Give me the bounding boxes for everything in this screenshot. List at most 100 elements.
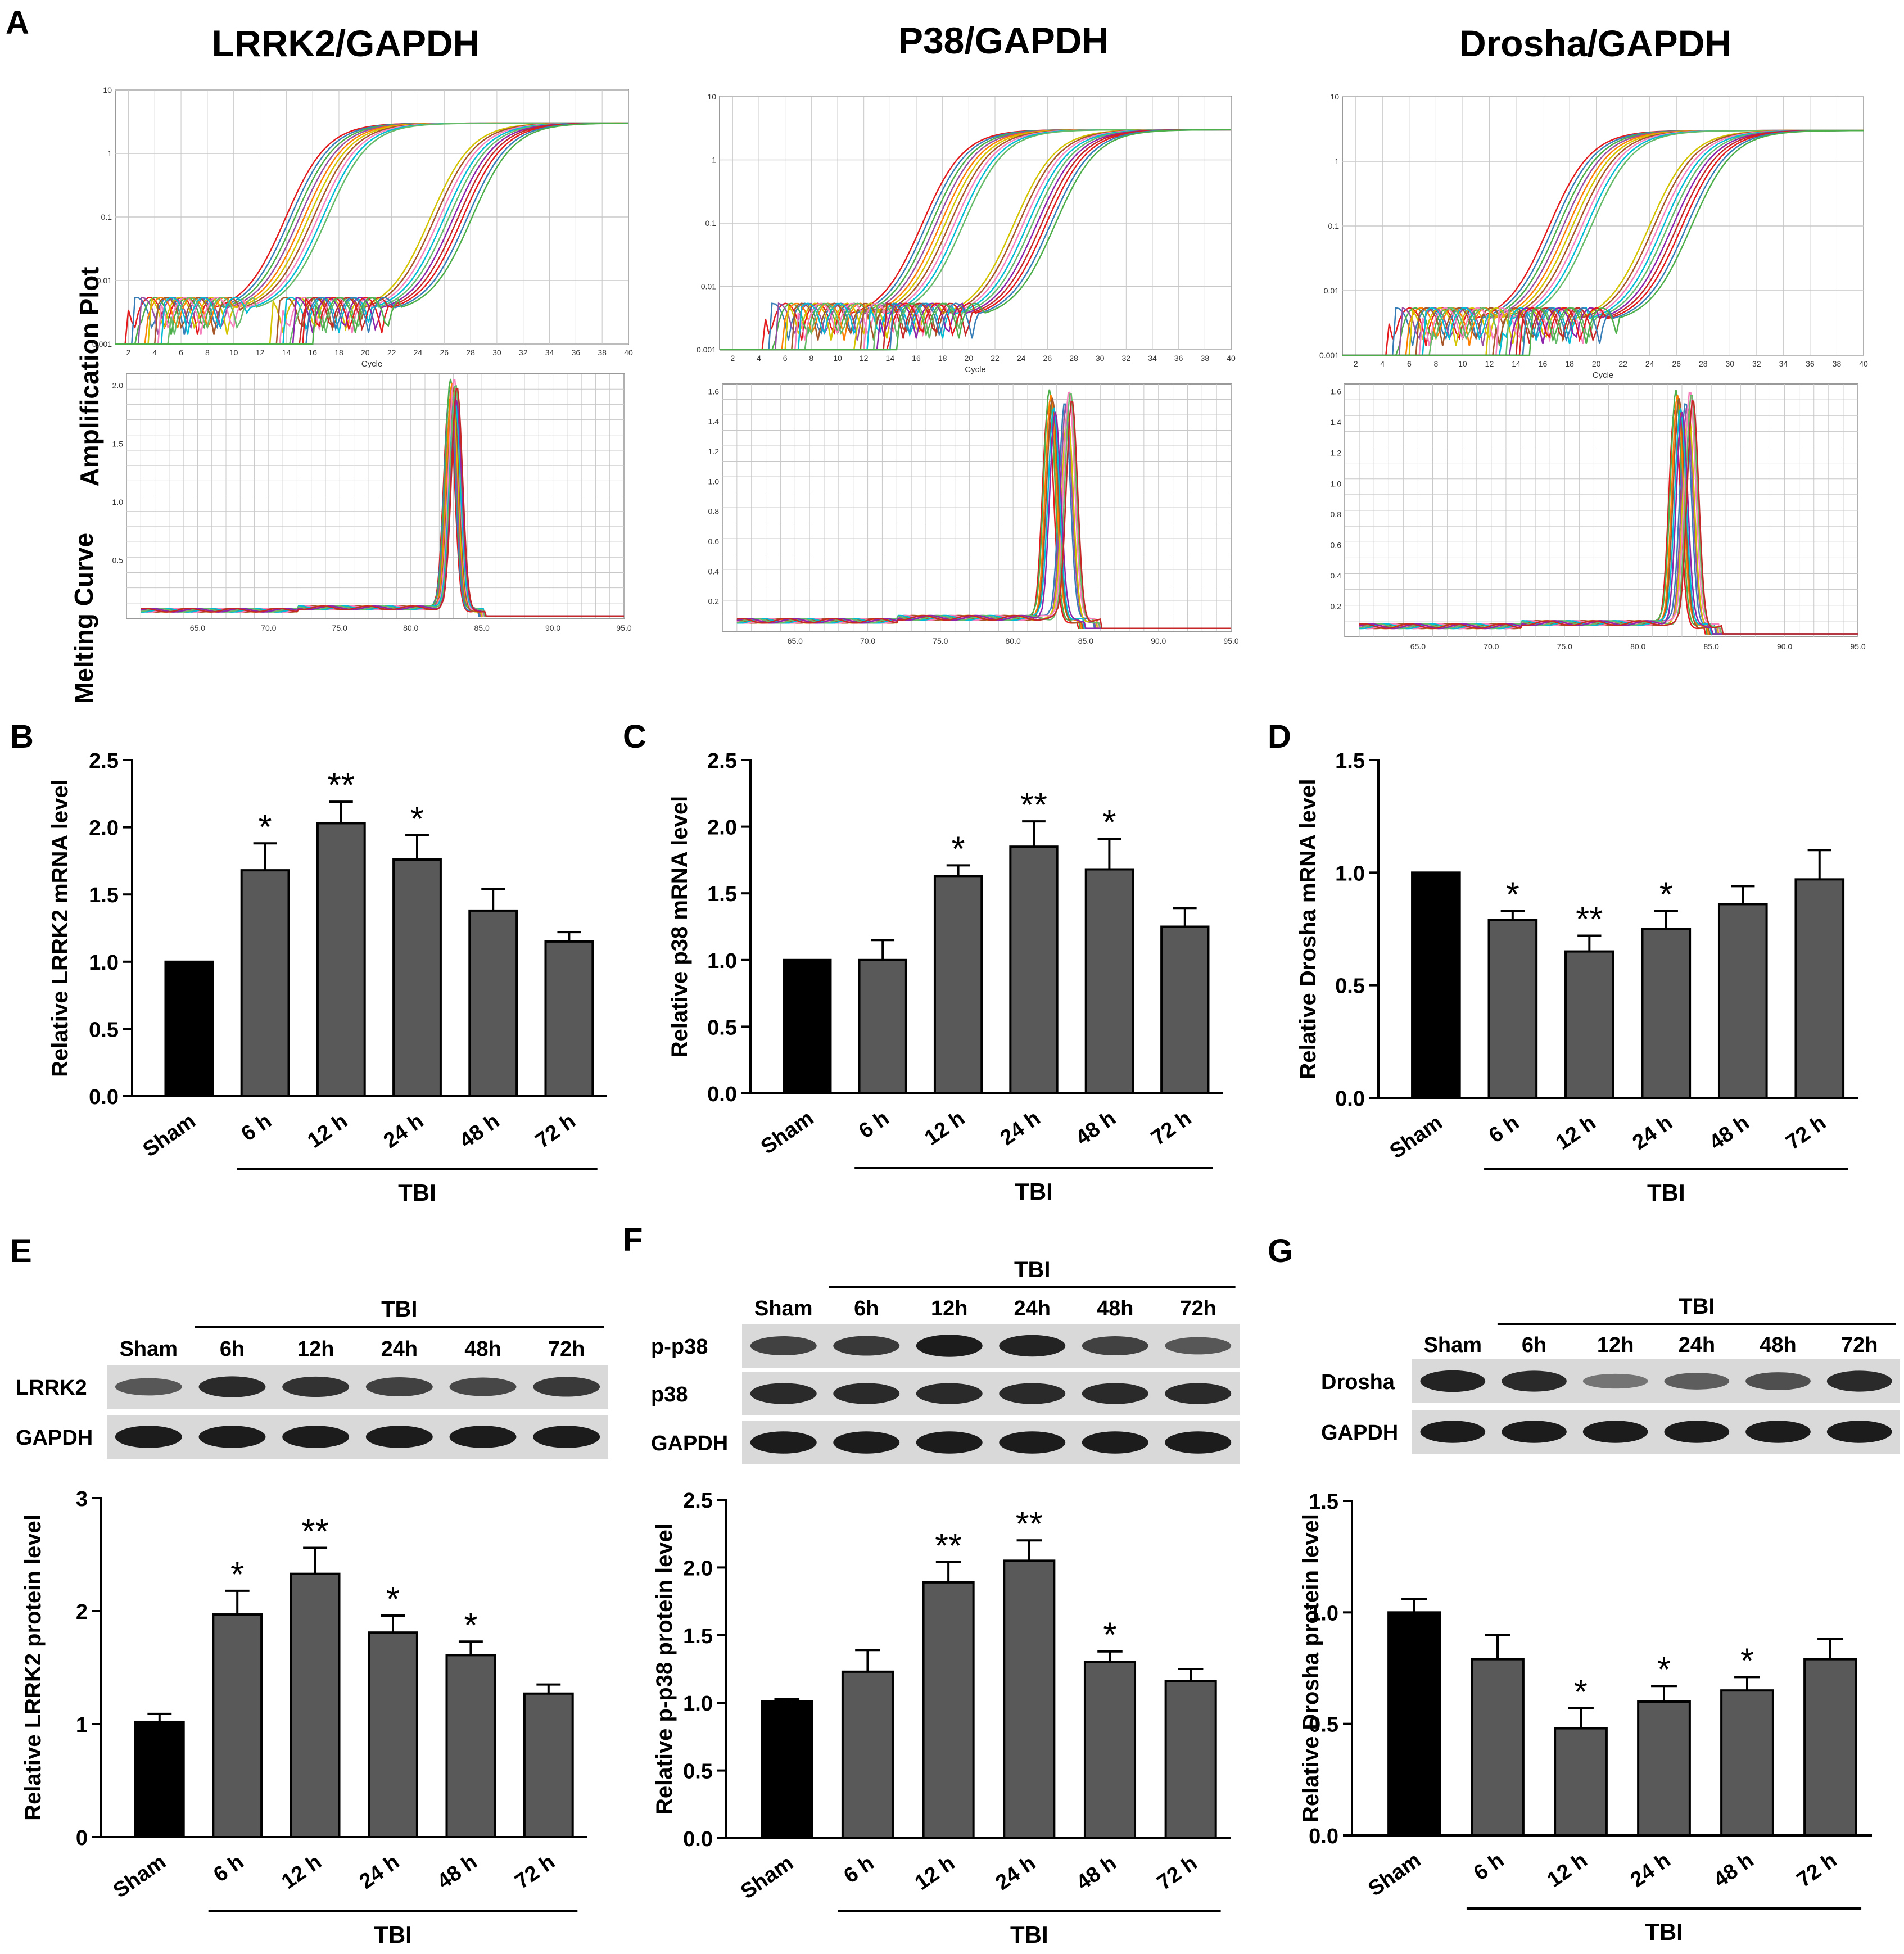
y-tick-label-1-0: 1.0	[707, 949, 737, 973]
melt-ytick-1-2: 1.2	[708, 447, 720, 456]
amp-xtick-20: 20	[361, 348, 370, 357]
significance-24-h: **	[1016, 1505, 1043, 1544]
amp-xtick-22: 22	[1618, 359, 1627, 368]
amp-xtick-16: 16	[308, 348, 317, 357]
x-tick-label-48-h: 48 h	[1071, 1106, 1120, 1150]
amp-curve	[115, 123, 628, 345]
melt-ytick-0-4: 0.4	[708, 567, 720, 576]
amp-xtick-32: 32	[1752, 359, 1761, 368]
panel-letter-f: F	[623, 1222, 643, 1258]
amp-ytick-0-001: 0.001	[1319, 351, 1339, 360]
amp-xtick-24: 24	[1017, 354, 1026, 363]
amp-xtick-38: 38	[1833, 359, 1842, 368]
amp-xtick-28: 28	[1069, 354, 1078, 363]
y-tick-label-1-5: 1.5	[1309, 1490, 1338, 1514]
blot-lane-label-sham: Sham	[120, 1337, 178, 1361]
y-tick-label-0-0: 0.0	[89, 1085, 119, 1109]
bar-48-h	[468, 909, 518, 1098]
bar-6-h	[240, 869, 290, 1098]
bar-12-h	[1554, 1727, 1608, 1837]
tbi-group-label: TBI	[398, 1179, 436, 1206]
melt-ytick-0-4: 0.4	[1331, 571, 1342, 580]
panel-b-chart: 0.0 0.5 1.0 1.5 2.0 2.5 Relative LRRK2 mRNA le…	[48, 749, 607, 1206]
amp-ytick-1: 1	[1335, 157, 1339, 166]
panel-letter-g: G	[1268, 1233, 1293, 1269]
x-tick-label-12-h: 12 h	[304, 1109, 352, 1153]
melt-ytick-0-2: 0.2	[708, 597, 720, 606]
amp-xtick-26: 26	[440, 348, 449, 357]
blot-band	[282, 1376, 350, 1397]
blot-band	[1826, 1421, 1892, 1443]
blot-strip-lrrk2	[107, 1365, 608, 1409]
amp-curve	[1342, 129, 1864, 356]
amp-ytick-0-01: 0.01	[701, 282, 716, 291]
blot-band	[1165, 1383, 1232, 1404]
melt-ytick-1-2: 1.2	[1331, 449, 1342, 458]
melt-xtick-80-0: 80.0	[1630, 642, 1645, 651]
x-tick-label-24-h: 24 h	[992, 1851, 1040, 1895]
x-tick-label-72-h: 72 h	[531, 1109, 580, 1153]
melt-xtick-85-0: 85.0	[1704, 642, 1719, 651]
panel-letter-c: C	[623, 718, 646, 755]
amp-ytick-1: 1	[712, 156, 716, 165]
y-tick-label-0-0: 0.0	[1335, 1087, 1365, 1111]
bar-6-h	[841, 1670, 894, 1839]
blot-band	[1502, 1370, 1567, 1392]
x-tick-label-12-h: 12 h	[920, 1106, 969, 1150]
blot-band	[999, 1431, 1066, 1454]
bar-72-h	[1794, 878, 1845, 1100]
amp-xtick-10: 10	[229, 348, 238, 357]
amp-xtick-26: 26	[1672, 359, 1681, 368]
significance-6-h: *	[230, 1555, 244, 1594]
x-tick-label-72-h: 72 h	[1147, 1106, 1196, 1150]
blot-lane-label-48h: 48h	[464, 1337, 501, 1361]
amp-xtick-32: 32	[1122, 354, 1131, 363]
x-tick-label-sham: Sham	[757, 1106, 818, 1159]
tbi-group-label: TBI	[1645, 1919, 1683, 1945]
blot-lane-label-6h: 6h	[854, 1297, 879, 1320]
melt-ytick-0-8: 0.8	[708, 507, 720, 516]
amp-xtick-8: 8	[809, 354, 813, 363]
melt-curve	[141, 388, 624, 617]
melt-xtick-65-0: 65.0	[788, 636, 803, 645]
blot-band	[916, 1431, 983, 1454]
x-tick-label-sham: Sham	[1386, 1111, 1447, 1164]
blot-band	[1165, 1431, 1232, 1454]
blot-band	[449, 1426, 517, 1448]
bar-72-h	[1164, 1680, 1217, 1840]
blot-lane-label-24h: 24h	[1679, 1333, 1715, 1357]
amp-xtick-18: 18	[334, 348, 343, 357]
y-axis-label: Relative LRRK2 mRNA level	[48, 779, 73, 1077]
y-tick-label-3: 3	[76, 1487, 88, 1511]
y-tick-label-2-5: 2.5	[707, 749, 737, 773]
blot-band	[1082, 1383, 1148, 1404]
y-axis-label: Relative Drosha protein level	[1299, 1514, 1323, 1822]
melt-ytick-1-4: 1.4	[708, 417, 720, 426]
blot-lane-label-6h: 6h	[220, 1337, 245, 1361]
blot-band	[916, 1335, 983, 1357]
tbi-group-label: TBI	[374, 1921, 412, 1948]
bar-sham	[761, 1700, 813, 1839]
amp-ytick-10: 10	[707, 92, 716, 101]
x-tick-label-12-h: 12 h	[277, 1850, 325, 1894]
melt-curve	[736, 400, 1231, 629]
amp-xtick-40: 40	[624, 348, 633, 357]
blot-band	[1420, 1421, 1486, 1443]
blot-band	[1664, 1421, 1730, 1443]
panel-letter-e: E	[10, 1233, 32, 1269]
amp-ytick-0-001: 0.001	[697, 345, 716, 354]
x-tick-label-48-h: 48 h	[1709, 1848, 1758, 1892]
x-tick-label-6-h: 6 h	[209, 1850, 248, 1887]
y-tick-label-2-0: 2.0	[707, 816, 737, 840]
blot-band	[1502, 1421, 1567, 1443]
amp-xtick-14: 14	[1512, 359, 1521, 368]
amp-xtick-24: 24	[414, 348, 423, 357]
bar-72-h	[1803, 1658, 1857, 1837]
blot-lane-label-72h: 72h	[1841, 1333, 1878, 1357]
amp-xtick-18: 18	[938, 354, 947, 363]
bar-6-h	[212, 1613, 263, 1839]
x-tick-label-sham: Sham	[736, 1851, 798, 1904]
panel-e-blot-and-chart: 0 1 2 3 Relative LRRK2 protein level Sham * 6 h…	[16, 1297, 608, 1948]
